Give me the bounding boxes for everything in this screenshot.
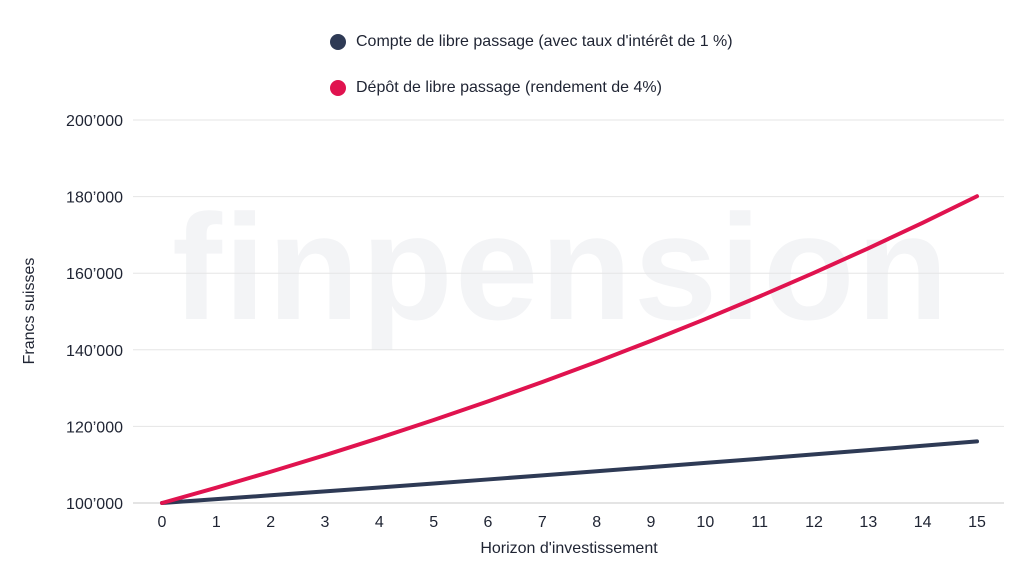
legend-marker-series-2: [330, 80, 346, 96]
y-tick-label: 140’000: [66, 343, 123, 360]
legend-item-series-2: Dépôt de libre passage (rendement de 4%): [330, 76, 733, 100]
x-tick-label: 6: [484, 514, 493, 531]
y-tick-label: 200’000: [66, 113, 123, 130]
y-tick-label: 100’000: [66, 496, 123, 513]
x-tick-label: 13: [859, 514, 877, 531]
legend: Compte de libre passage (avec taux d'int…: [330, 30, 733, 122]
series-lines: [160, 194, 979, 505]
x-tick-label: 5: [429, 514, 438, 531]
x-tick-label: 0: [158, 514, 167, 531]
series-line-1: [160, 439, 979, 505]
y-tick-label: 120’000: [66, 419, 123, 436]
y-axis-label: Francs suisses: [21, 258, 38, 365]
x-tick-label: 14: [914, 514, 932, 531]
x-tick-label: 3: [321, 514, 330, 531]
x-tick-label: 9: [647, 514, 656, 531]
y-tick-label: 160’000: [66, 266, 123, 283]
x-axis-ticks: 0 1 2 3 4 5 6 7 8 9 10 11 12 13 14 15: [158, 514, 986, 531]
x-tick-label: 15: [968, 514, 986, 531]
y-tick-label: 180’000: [66, 190, 123, 207]
x-tick-label: 12: [805, 514, 823, 531]
x-tick-label: 11: [751, 514, 768, 531]
x-tick-label: 4: [375, 514, 384, 531]
x-axis-label: Horizon d'investissement: [480, 540, 658, 557]
y-axis-ticks: 100’000 120’000 140’000 160’000 180’000 200’0…: [66, 113, 123, 513]
x-tick-label: 2: [266, 514, 275, 531]
watermark-logo: finpension: [172, 183, 951, 351]
x-tick-label: 8: [592, 514, 601, 531]
x-tick-label: 10: [696, 514, 714, 531]
legend-label-series-1: Compte de libre passage (avec taux d'int…: [356, 33, 733, 50]
x-tick-label: 7: [538, 514, 547, 531]
x-tick-label: 1: [212, 514, 221, 531]
legend-marker-series-1: [330, 34, 346, 50]
series-line-2: [160, 194, 979, 505]
legend-item-series-1: Compte de libre passage (avec taux d'int…: [330, 30, 733, 54]
gridlines: [133, 119, 1004, 504]
legend-label-series-2: Dépôt de libre passage (rendement de 4%): [356, 79, 662, 96]
